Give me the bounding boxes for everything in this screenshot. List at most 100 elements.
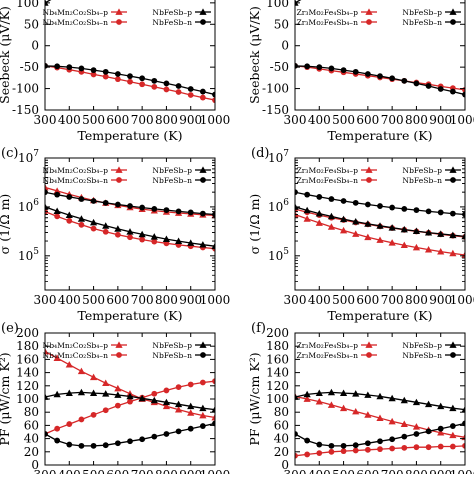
data-point — [461, 405, 465, 413]
data-point — [388, 239, 396, 246]
data-point — [78, 416, 85, 423]
data-point — [340, 67, 347, 74]
x-tick-label: 1000 — [450, 113, 474, 127]
data-point — [437, 443, 444, 450]
y-tick-label: 40 — [274, 432, 289, 446]
data-point — [377, 446, 383, 453]
legend-label: Zr₃Mo₂Fe₄Sb₄–p — [297, 8, 359, 17]
data-point — [315, 398, 323, 405]
legend-label: Nb₄Mn₂Co₂Sb₄–n — [43, 18, 109, 27]
series-3 — [295, 388, 465, 413]
data-point — [401, 444, 408, 451]
y-tick-label: 120 — [266, 379, 289, 393]
legend-label: Zr₃Mo₂Fe₄Sb₄–n — [296, 18, 358, 27]
series-4 — [45, 189, 215, 218]
x-tick-label: 400 — [308, 113, 331, 127]
data-point — [150, 233, 158, 240]
data-point — [352, 199, 359, 206]
plot-area — [45, 347, 215, 449]
x-tick-label: 800 — [155, 468, 178, 474]
y-tick-label: 50 — [24, 17, 39, 31]
y-axis: -150-100-50050100150Seebeck (μV/K) — [247, 0, 465, 117]
x-tick-label: 900 — [429, 113, 452, 127]
data-point — [174, 405, 183, 413]
data-point — [340, 442, 347, 449]
data-point — [90, 67, 97, 74]
series-3 — [295, 0, 302, 6]
x-tick-label: 300 — [284, 293, 307, 307]
y-tick-label: 106 — [268, 198, 289, 214]
y-tick-label: 105 — [268, 247, 289, 263]
data-point — [114, 440, 121, 447]
x-tick-label: 600 — [356, 468, 379, 474]
x-tick-label: 400 — [308, 293, 331, 307]
data-point — [175, 83, 182, 89]
x-tick-label: 1000 — [200, 113, 231, 127]
data-point — [54, 213, 61, 220]
y-tick-label: 20 — [274, 445, 289, 459]
data-point — [315, 209, 323, 217]
data-point — [114, 231, 121, 238]
legend-label: NbFeSb–p — [152, 8, 192, 17]
data-point — [212, 420, 215, 427]
data-point — [295, 393, 299, 400]
data-point — [53, 187, 61, 194]
legend-label: NbFeSb–p — [402, 166, 442, 175]
data-point — [461, 232, 465, 240]
legend-marker — [115, 341, 123, 348]
data-point — [199, 88, 206, 95]
y-axis: -150-100-50050100150Seebeck (μV/K) — [0, 0, 215, 117]
data-point — [352, 390, 360, 397]
data-point — [449, 88, 456, 95]
data-point — [364, 71, 371, 77]
data-point — [89, 373, 98, 381]
y-tick-label: -100 — [12, 82, 39, 96]
plot-area — [295, 388, 465, 459]
x-tick-label: 900 — [179, 293, 202, 307]
data-point — [377, 203, 383, 209]
x-tick-label: 500 — [82, 113, 105, 127]
y-tick-label: 120 — [16, 379, 39, 393]
series-line — [295, 0, 302, 4]
data-point — [364, 233, 372, 241]
data-point — [352, 68, 359, 75]
data-point — [54, 63, 61, 70]
plot-frame — [44, 157, 216, 291]
series-3 — [295, 203, 465, 240]
y-tick-label: 180 — [16, 339, 39, 353]
data-point — [449, 404, 457, 412]
y-tick-label: 100 — [266, 0, 289, 10]
legend-label: NbFeSb–p — [152, 166, 192, 175]
x-axis-label: Temperature (K) — [78, 128, 183, 143]
x-tick-label: 300 — [34, 293, 57, 307]
legend-label: NbFeSb–n — [152, 351, 192, 360]
data-point — [114, 402, 121, 409]
series-line — [45, 0, 52, 4]
series-3 — [45, 0, 52, 6]
data-point — [151, 390, 158, 397]
data-point — [187, 425, 194, 432]
data-point — [90, 198, 97, 204]
data-point — [303, 395, 311, 402]
y-tick-label: 107 — [18, 149, 39, 165]
x-tick-label: 800 — [155, 293, 178, 307]
data-point — [163, 86, 170, 93]
x-tick-label: 700 — [131, 293, 154, 307]
data-point — [412, 243, 421, 251]
data-point — [102, 379, 110, 387]
x-tick-label: 700 — [381, 113, 404, 127]
data-point — [139, 204, 146, 211]
y-tick-label: 60 — [274, 418, 289, 432]
data-point — [352, 442, 359, 449]
data-point — [65, 389, 73, 396]
data-point — [437, 402, 445, 410]
data-point — [199, 404, 207, 412]
data-point — [54, 191, 61, 198]
data-point — [102, 222, 110, 229]
y-tick-label: 60 — [24, 418, 39, 432]
x-tick-label: 900 — [429, 468, 452, 474]
data-point — [90, 411, 97, 418]
legend-marker — [366, 352, 372, 358]
